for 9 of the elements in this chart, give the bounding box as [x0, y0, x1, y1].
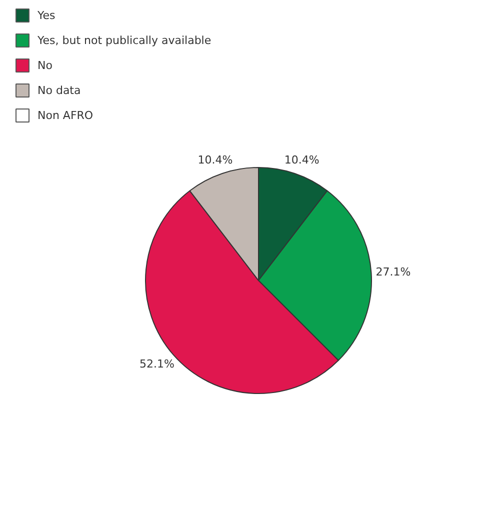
data-label: 10.4%	[198, 154, 233, 167]
legend-label: No data	[38, 84, 81, 97]
legend-label: Non AFRO	[38, 109, 94, 122]
data-label: 27.1%	[376, 266, 411, 279]
legend-label: Yes, but not publically available	[36, 34, 212, 47]
legend-label: No	[38, 59, 53, 72]
data-label: 52.1%	[139, 358, 174, 371]
data-label: 10.4%	[284, 154, 320, 167]
legend-label: Yes	[36, 9, 56, 22]
